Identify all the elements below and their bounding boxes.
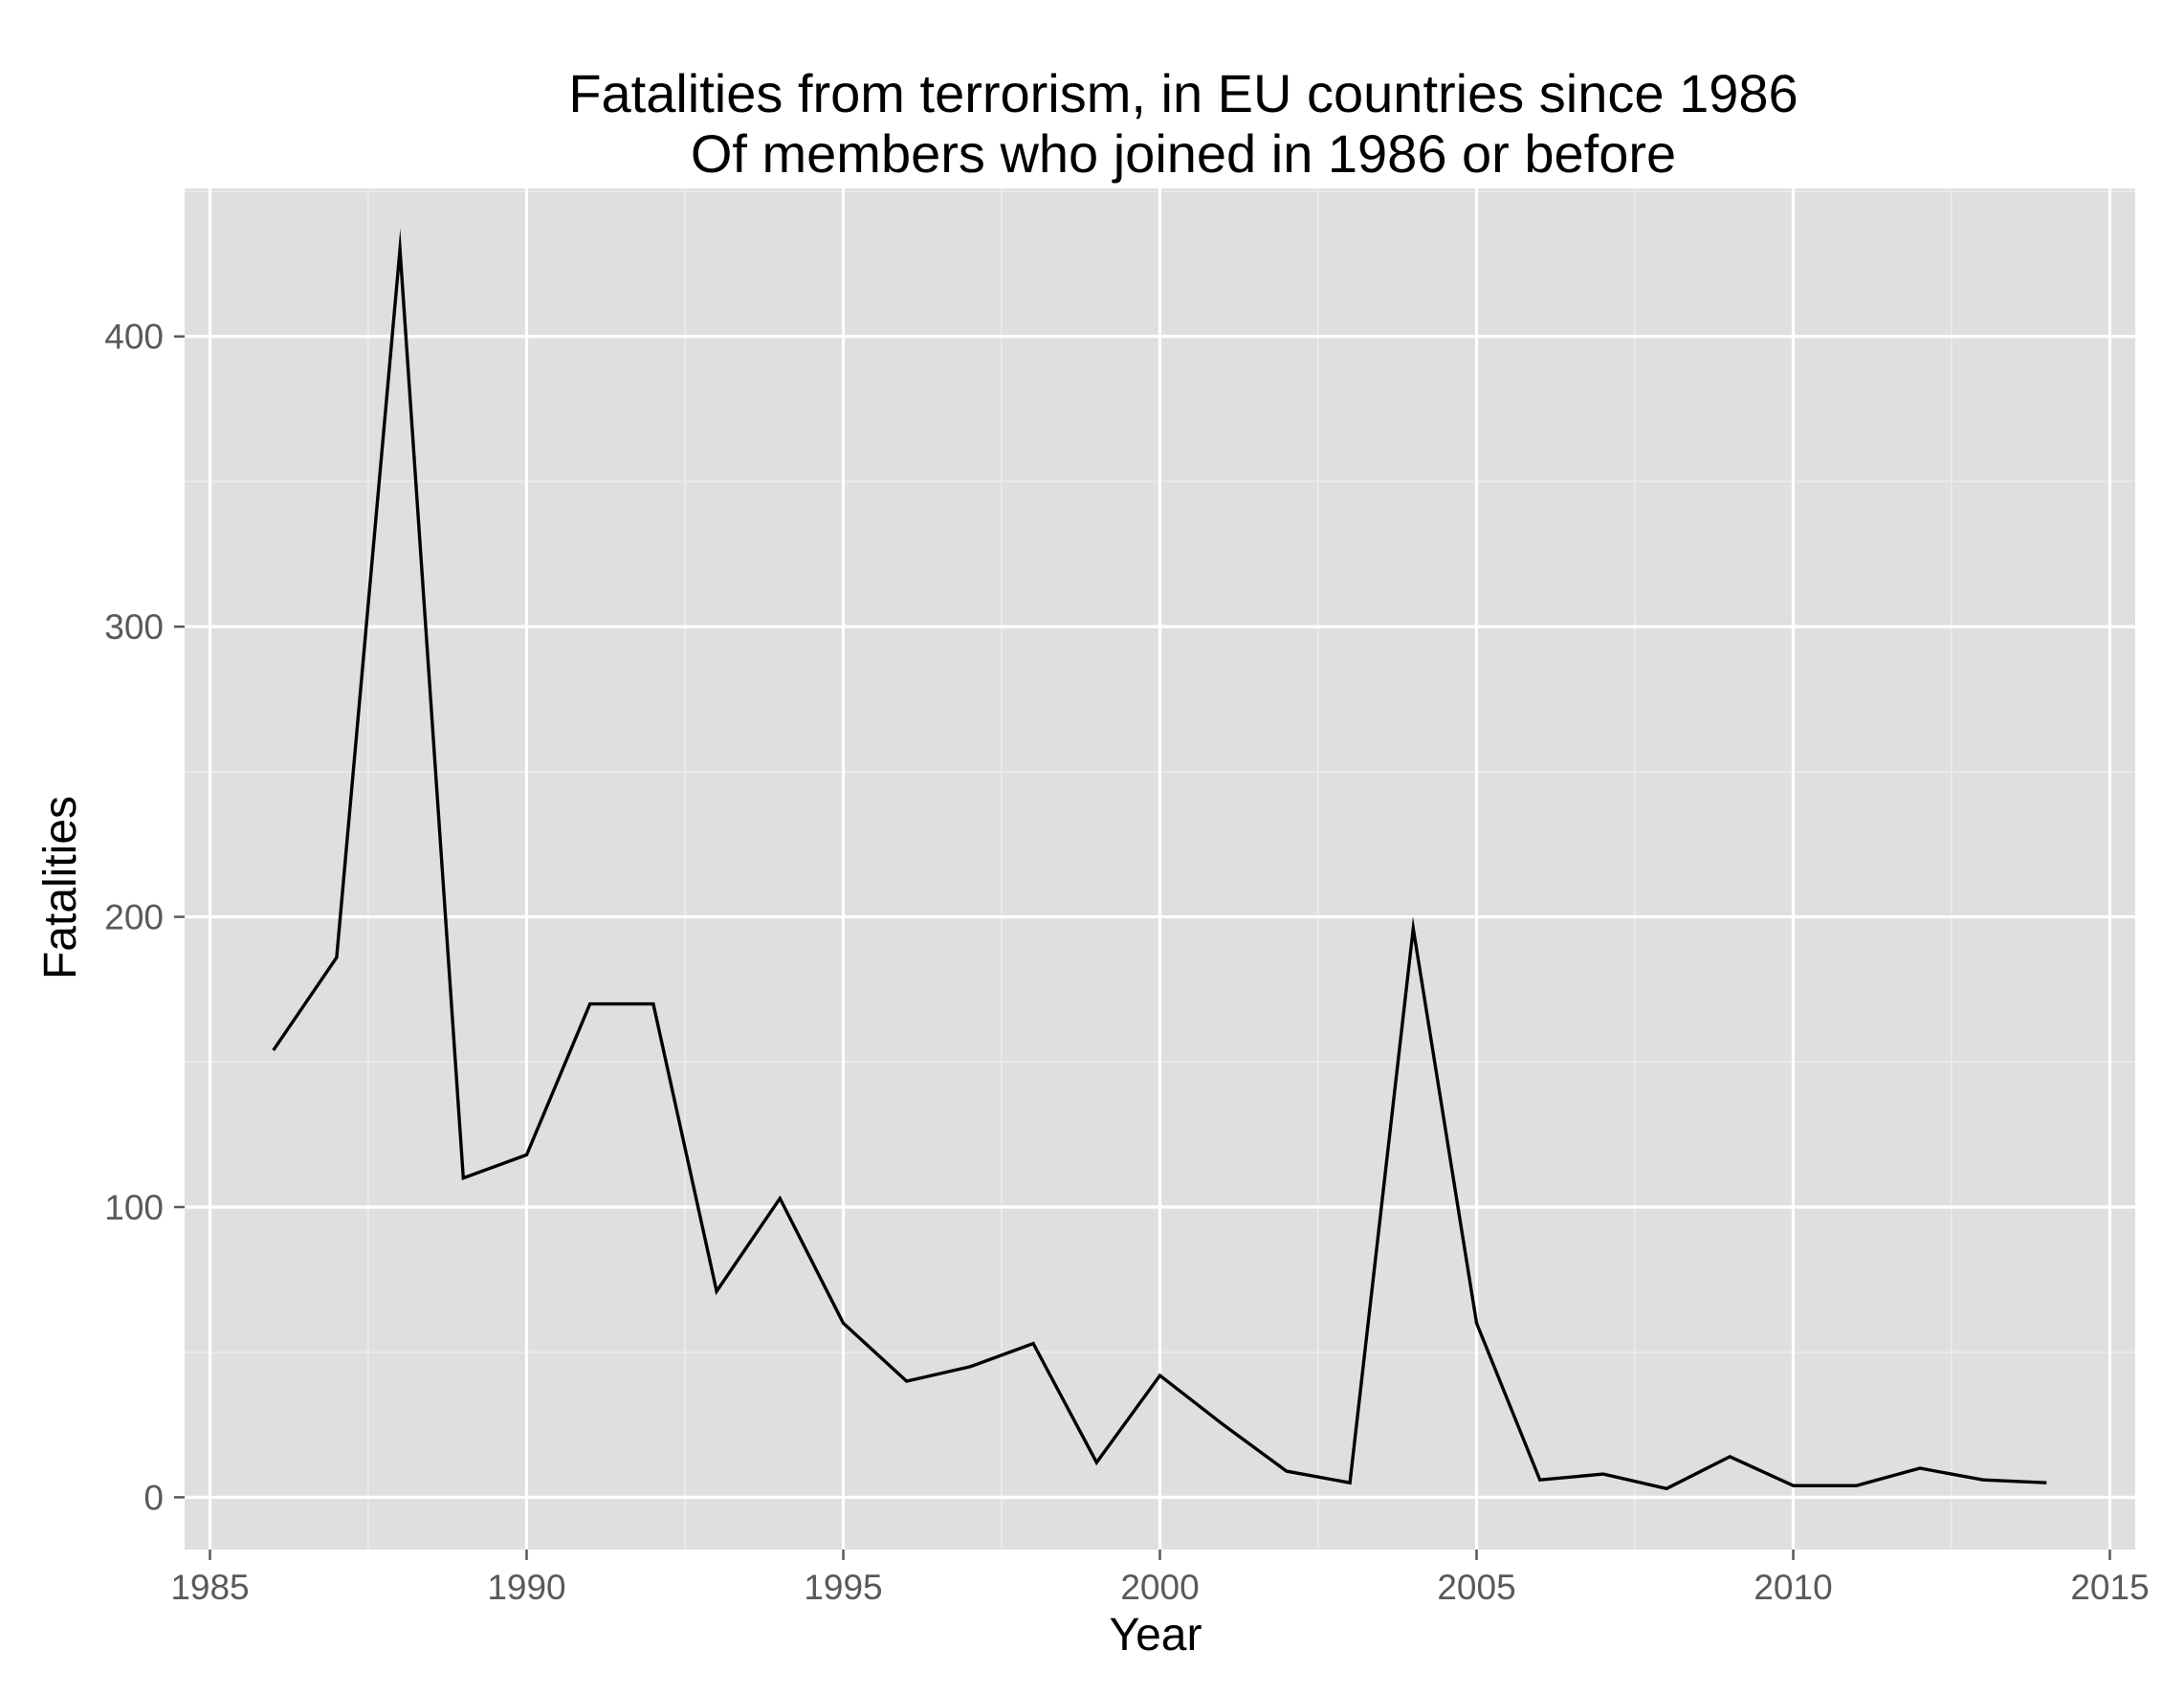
data-point bbox=[2044, 1481, 2048, 1484]
data-point bbox=[651, 1002, 655, 1006]
data-point bbox=[398, 248, 402, 252]
y-tick-label: 400 bbox=[104, 318, 164, 357]
y-tick-label: 0 bbox=[143, 1478, 164, 1517]
data-point bbox=[1601, 1472, 1605, 1476]
y-tick-label: 100 bbox=[104, 1188, 164, 1227]
data-point bbox=[1285, 1469, 1289, 1473]
data-point bbox=[1728, 1455, 1732, 1459]
x-axis: 1985 1990 1995 2000 2005 2010 2015 bbox=[170, 1550, 2150, 1607]
data-point bbox=[525, 1153, 529, 1156]
data-point bbox=[968, 1365, 972, 1369]
data-point bbox=[272, 1048, 276, 1052]
data-point bbox=[1158, 1374, 1162, 1377]
data-point bbox=[1411, 927, 1415, 931]
x-tick-label: 1985 bbox=[170, 1568, 249, 1607]
data-point bbox=[461, 1176, 465, 1180]
x-tick-label: 2005 bbox=[1437, 1568, 1515, 1607]
data-point bbox=[905, 1379, 909, 1383]
x-tick-label: 2000 bbox=[1120, 1568, 1199, 1607]
y-axis: 0 100 200 300 400 bbox=[104, 318, 185, 1517]
x-tick-label: 1990 bbox=[487, 1568, 565, 1607]
data-point bbox=[842, 1321, 846, 1325]
data-point bbox=[1031, 1342, 1035, 1346]
y-tick-label: 200 bbox=[104, 898, 164, 937]
data-point bbox=[1918, 1466, 1922, 1470]
x-tick-label: 1995 bbox=[804, 1568, 882, 1607]
data-point bbox=[1981, 1478, 1985, 1482]
data-point bbox=[778, 1197, 782, 1200]
data-point bbox=[1348, 1481, 1352, 1484]
chart-title: Fatalities from terrorism, in EU countri… bbox=[568, 63, 1798, 123]
data-point bbox=[335, 956, 339, 959]
y-tick-label: 300 bbox=[104, 607, 164, 647]
data-point bbox=[1792, 1484, 1796, 1487]
data-point bbox=[588, 1002, 592, 1006]
data-point bbox=[1665, 1486, 1668, 1490]
x-axis-title: Year bbox=[1110, 1610, 1202, 1660]
data-point bbox=[1094, 1461, 1098, 1464]
data-point bbox=[1855, 1484, 1859, 1487]
data-point bbox=[1538, 1478, 1542, 1482]
data-point bbox=[715, 1289, 718, 1293]
data-point bbox=[1222, 1423, 1225, 1427]
chart-subtitle: Of members who joined in 1986 or before bbox=[691, 123, 1676, 184]
x-tick-label: 2010 bbox=[1754, 1568, 1832, 1607]
y-axis-title: Fatalities bbox=[35, 796, 86, 979]
series-layer bbox=[272, 229, 2048, 1491]
data-point bbox=[1475, 1321, 1479, 1325]
x-tick-label: 2015 bbox=[2070, 1568, 2149, 1607]
fatalities-line bbox=[272, 229, 2047, 1491]
